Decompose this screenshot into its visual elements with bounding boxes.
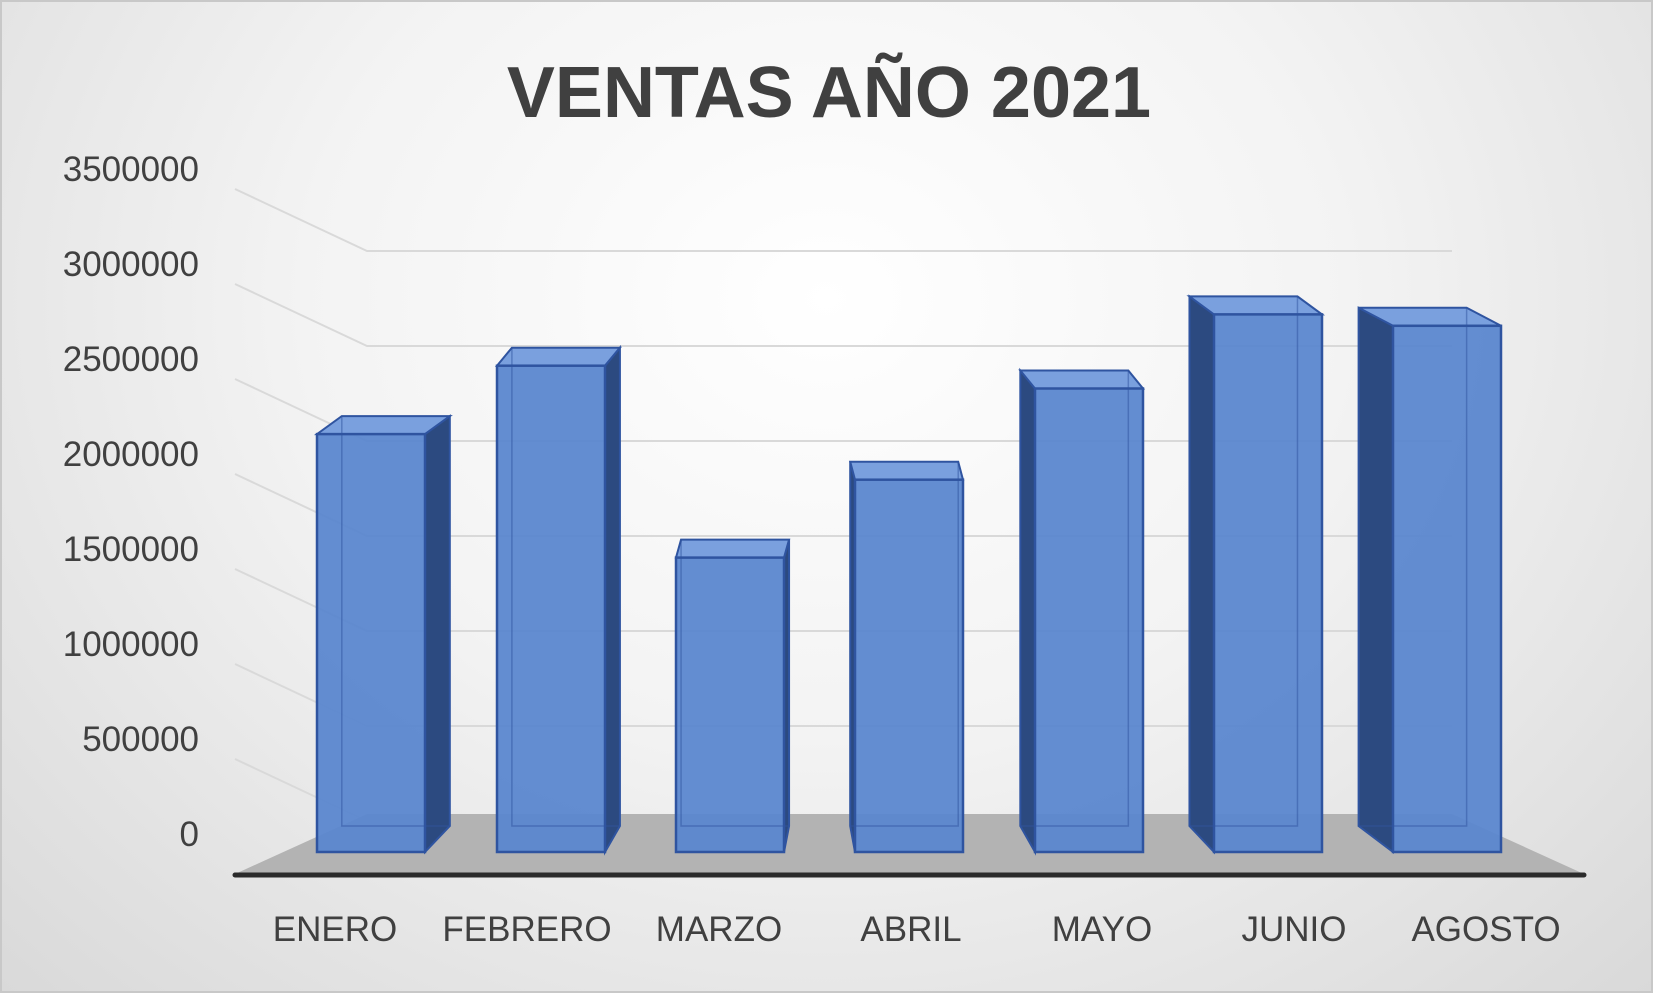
- bar-front-face: [1212, 313, 1324, 854]
- bar: [674, 538, 791, 854]
- bar-side-face: [1019, 367, 1036, 856]
- bar-top-face: [494, 346, 623, 367]
- x-category-label: FEBRERO: [442, 910, 611, 949]
- chart-title: VENTAS AÑO 2021: [507, 52, 1151, 133]
- grid-line: [234, 188, 1452, 252]
- bar-side-face: [1357, 306, 1394, 855]
- bar-front-face: [495, 364, 607, 854]
- bar-top-face: [848, 460, 965, 481]
- y-tick-label: 0: [180, 815, 199, 854]
- bar-top-face: [1186, 295, 1326, 316]
- bar-inner-edge: [341, 416, 451, 827]
- x-axis-categories: ENERO FEBRERO MARZO ABRIL MAYO JUNIO AGOSTO: [273, 910, 1561, 949]
- bar-inner-edge: [680, 539, 790, 827]
- y-tick-label: 3000000: [63, 245, 199, 284]
- x-category-label: ABRIL: [860, 910, 961, 949]
- grid-line: [234, 283, 1452, 347]
- x-category-label: MARZO: [656, 910, 782, 949]
- y-tick-label: 3500000: [63, 150, 199, 189]
- y-tick-label: 2000000: [63, 435, 199, 474]
- bars: [313, 294, 1503, 856]
- x-category-label: ENERO: [273, 910, 397, 949]
- bar-side-face: [1188, 294, 1215, 855]
- y-tick-label: 2500000: [63, 340, 199, 379]
- bar-inner-edge: [849, 461, 959, 827]
- bar-inner-edge: [1019, 370, 1130, 827]
- x-category-label: JUNIO: [1242, 910, 1347, 949]
- bar-top-face: [674, 538, 791, 559]
- bar-side-face: [424, 414, 451, 855]
- bar-side-face: [604, 344, 621, 856]
- bar-front-face: [853, 478, 965, 854]
- y-tick-label: 1500000: [63, 530, 199, 569]
- x-category-label: AGOSTO: [1411, 910, 1560, 949]
- x-category-label: MAYO: [1052, 910, 1152, 949]
- bar: [313, 414, 453, 855]
- y-tick-label: 500000: [82, 720, 199, 759]
- bar-front-face: [1033, 387, 1145, 854]
- bar-inner-edge: [511, 347, 621, 827]
- bar-inner-edge: [1357, 307, 1468, 827]
- bar: [848, 460, 965, 854]
- bar: [1018, 367, 1146, 856]
- y-axis-ticks: 0 500000 1000000 1500000 2000000 2500000 30000…: [63, 150, 199, 854]
- bar-top-face: [1018, 369, 1146, 390]
- bar-front-face: [674, 556, 786, 854]
- bar-front-face: [315, 432, 427, 854]
- bar: [1357, 306, 1503, 855]
- bar: [494, 344, 623, 856]
- bar-front-face: [1391, 324, 1503, 854]
- bar-inner-edge: [1188, 296, 1299, 827]
- y-tick-label: 1000000: [63, 625, 199, 664]
- bar: [1186, 294, 1326, 855]
- bar-top-face: [313, 415, 453, 436]
